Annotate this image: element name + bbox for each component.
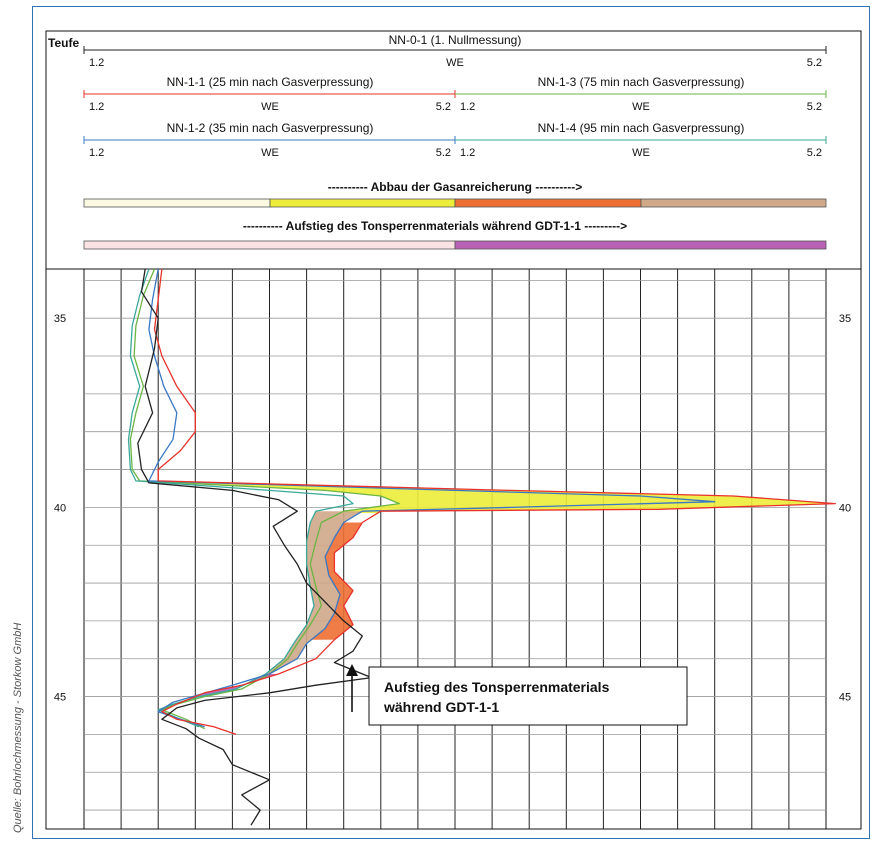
track-2-min: 1.2 [460,101,475,113]
track-2-max: 5.2 [807,101,822,113]
depth-tick-left: 40 [54,502,66,514]
figure-frame [32,6,870,839]
gas-bar-segment-2 [269,198,456,208]
series-lines [127,268,836,826]
gas-bar-segment-3 [454,198,642,208]
depth-tick-left: 45 [54,692,66,704]
track-4-title: NN-1-4 (95 min nach Gasverpressung) [538,121,745,135]
series-line-4 [127,268,354,728]
track-3-title: NN-1-2 (35 min nach Gasverpressung) [167,121,374,135]
series-line-3 [148,268,716,728]
track-0-max: 5.2 [807,57,822,69]
track-3-max: 5.2 [436,147,451,159]
track-4-max: 5.2 [807,147,822,159]
track-1-title: NN-1-1 (25 min nach Gasverpressung) [167,75,374,89]
plot-grid [83,269,827,829]
track-0-min: 1.2 [89,57,104,69]
depth-ticks: 35 35 40 40 45 45 [54,313,851,703]
series-line-2 [129,268,400,730]
clay-bar-segment-2 [454,240,827,250]
series-line-0 [137,268,373,826]
track-2-unit: WE [632,101,650,113]
track-1-min: 1.2 [89,101,104,113]
gas-bar [83,198,827,208]
track-4-scale-line [455,136,827,144]
track-0-unit: WE [446,57,464,69]
clay-bar [83,240,827,250]
depth-tick-right: 35 [839,313,851,325]
area-fills [139,480,836,720]
header-panel [45,30,862,270]
annotation-box [368,666,688,726]
series-line-1 [153,268,836,736]
gas-bar-segment-4 [640,198,827,208]
depth-tick-left: 35 [54,313,66,325]
depth-tick-right: 40 [839,502,851,514]
track-3-unit: WE [261,147,279,159]
gas-bar-segment-1 [83,198,271,208]
source-credit: Quelle: Bohrlochmessung - Storkow GmbH [12,623,24,833]
clay-bar-label: ---------- Aufstieg des Tonsperrenmateri… [243,219,627,233]
track-4-min: 1.2 [460,147,475,159]
track-0-title: NN-0-1 (1. Nullmessung) [389,33,522,47]
track-1-max: 5.2 [436,101,451,113]
area-fill-gas-orange [311,522,363,640]
track-2-title: NN-1-3 (75 min nach Gasverpressung) [538,75,745,89]
track-0-scale-line [83,46,827,54]
clay-bar-segment-1 [83,240,456,250]
annotation-arrow [346,664,358,712]
area-fill-gas-peak [139,480,836,514]
track-4-unit: WE [632,147,650,159]
area-fill-gas-tail [265,511,363,674]
track-1-unit: WE [261,101,279,113]
track-2-scale-line [455,90,827,98]
annotation-line-2: während GDT-1-1 [383,699,499,715]
source-credit-text: Quelle: Bohrlochmessung - Storkow GmbH [12,623,24,833]
annotation-line-1: Aufstieg des Tonsperrenmaterials [384,679,610,695]
track-3-min: 1.2 [89,147,104,159]
depth-label: Teufe [48,36,79,50]
gas-bar-label: ---------- Abbau der Gasanreicherung ---… [328,180,583,194]
depth-tick-right: 45 [839,692,851,704]
plot-panel [45,268,862,830]
